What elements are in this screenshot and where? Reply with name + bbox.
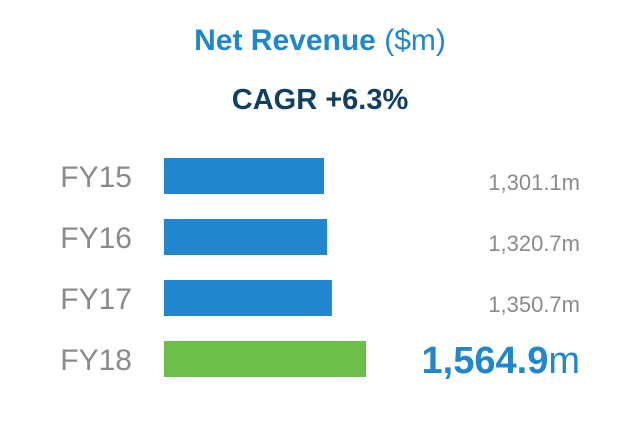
value-label-fy17: 1,350.7m: [488, 292, 580, 317]
bar-fy17: [164, 280, 332, 316]
category-label-fy15: FY15: [60, 161, 132, 194]
chart-title-main: Net Revenue: [194, 24, 376, 57]
category-label-fy17: FY17: [60, 283, 132, 316]
value-label-fy18: 1,564.9m: [422, 340, 580, 382]
bar-fy18: [164, 341, 366, 377]
chart-title: Net Revenue ($m): [0, 24, 640, 58]
category-label-fy18: FY18: [60, 344, 132, 377]
category-label-fy16: FY16: [60, 222, 132, 255]
chart-title-unit: ($m): [384, 24, 446, 57]
bar-fy16: [164, 219, 328, 255]
value-label-fy16: 1,320.7m: [488, 231, 580, 256]
value-label-fy15: 1,301.1m: [488, 170, 580, 195]
bar-fy15: [164, 158, 324, 194]
chart-subtitle: CAGR +6.3%: [231, 84, 409, 116]
